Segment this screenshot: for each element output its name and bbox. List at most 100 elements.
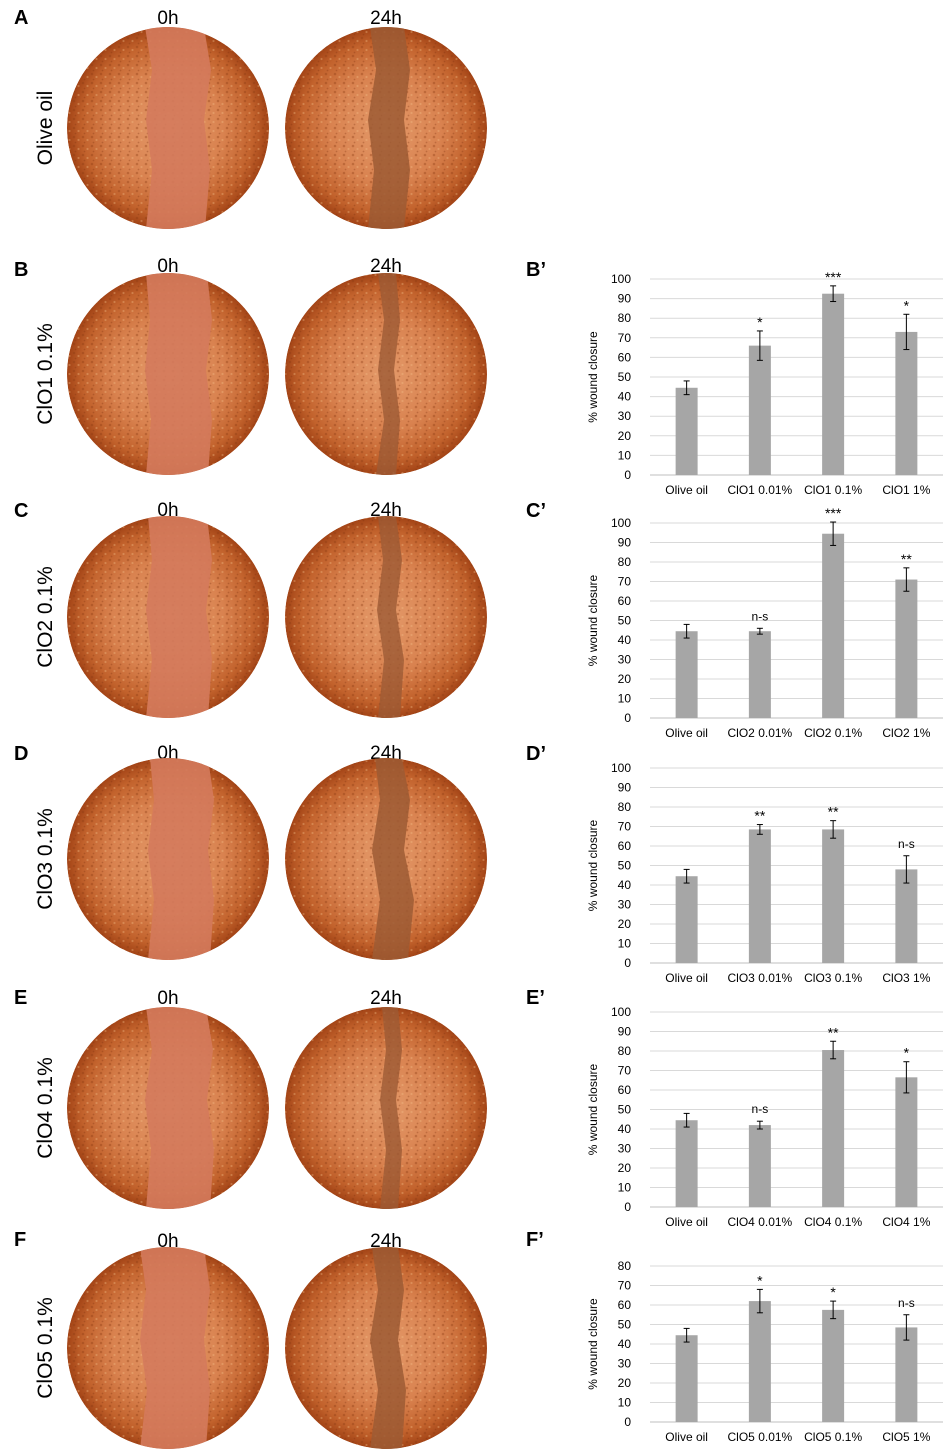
x-tick-label: ClO3 1% [882, 971, 930, 985]
bar [895, 1327, 918, 1422]
row-b: B 0h 24h ClO1 0.1% [14, 256, 487, 475]
bar-chart-f-prime: 0 10 20 30 40 50 60 70 80 % wound closure Olive oi… [586, 1259, 943, 1444]
micrograph-0h [67, 1247, 269, 1449]
significance-label: ** [828, 804, 839, 820]
y-tick-label: 90 [618, 292, 632, 306]
row-c: C 0h 24h ClO2 0.1% [14, 500, 487, 718]
x-tick-label: ClO3 0.01% [728, 971, 793, 985]
significance-label: ** [828, 1024, 839, 1040]
micrograph-24h [285, 758, 487, 960]
x-tick-label: ClO2 1% [882, 726, 930, 740]
y-tick-label: 0 [624, 1200, 631, 1214]
significance-label: * [904, 1045, 910, 1061]
y-tick-label: 100 [611, 272, 631, 286]
bar [675, 876, 698, 963]
time-label-24h: 24h [370, 1231, 402, 1252]
micrograph-24h [285, 273, 487, 475]
bar [895, 1077, 918, 1207]
y-tick-label: 80 [618, 555, 632, 569]
y-tick-label: 20 [618, 917, 632, 931]
y-tick-label: 50 [618, 859, 632, 873]
micrograph-24h [285, 27, 487, 229]
significance-label: n-s [752, 609, 769, 623]
bar [675, 1335, 698, 1422]
x-tick-label: ClO1 1% [882, 483, 930, 497]
bar [675, 631, 698, 718]
significance-label: * [830, 1284, 836, 1300]
y-tick-label: 40 [618, 1122, 632, 1136]
bar [748, 1301, 771, 1422]
bar [748, 631, 771, 718]
x-tick-label: ClO5 0.01% [728, 1430, 793, 1444]
y-tick-label: 20 [618, 1161, 632, 1175]
time-label-24h: 24h [370, 988, 402, 1009]
row-label: ClO1 0.1% [34, 323, 57, 425]
y-tick-label: 0 [624, 711, 631, 725]
y-tick-label: 0 [624, 1415, 631, 1429]
row-f: F 0h 24h ClO5 0.1% [14, 1229, 487, 1449]
micrograph-0h [67, 758, 269, 960]
significance-label: * [904, 297, 910, 313]
bar [822, 1309, 845, 1422]
bar [822, 533, 845, 718]
x-tick-label: ClO5 0.1% [804, 1430, 862, 1444]
micrograph-0h [67, 27, 269, 229]
x-tick-label: Olive oil [665, 1430, 708, 1444]
y-tick-label: 20 [618, 429, 632, 443]
panel-label-a: A [14, 7, 28, 29]
panel-label-c: C [14, 500, 28, 522]
time-label-0h: 0h [157, 1231, 178, 1252]
y-tick-label: 20 [618, 1376, 632, 1390]
y-tick-label: 50 [618, 370, 632, 384]
y-tick-label: 100 [611, 516, 631, 530]
y-tick-label: 60 [618, 594, 632, 608]
y-tick-label: 70 [618, 575, 632, 589]
y-tick-label: 40 [618, 633, 632, 647]
x-tick-label: ClO2 0.01% [728, 726, 793, 740]
y-tick-label: 80 [618, 1044, 632, 1058]
micrograph-24h [285, 1007, 487, 1209]
x-tick-label: ClO4 1% [882, 1215, 930, 1229]
bar [895, 331, 918, 475]
panel-label-e: E [14, 987, 27, 1009]
chart-panel-label: B’ [526, 259, 546, 281]
x-tick-label: ClO1 0.1% [804, 483, 862, 497]
y-tick-label: 50 [618, 1318, 632, 1332]
x-tick-label: ClO4 0.01% [728, 1215, 793, 1229]
y-axis-label: % wound closure [586, 1298, 600, 1390]
y-tick-label: 70 [618, 1279, 632, 1293]
bar-chart-b-prime: 0 10 20 30 40 50 60 70 80 90 100 % wound closure Oli… [586, 269, 943, 497]
y-tick-label: 60 [618, 839, 632, 853]
x-tick-label: Olive oil [665, 726, 708, 740]
y-tick-label: 0 [624, 956, 631, 970]
significance-label: *** [825, 505, 842, 521]
y-tick-label: 80 [618, 1259, 632, 1273]
y-tick-label: 10 [618, 448, 632, 462]
row-label: Olive oil [34, 91, 57, 166]
y-tick-label: 80 [618, 311, 632, 325]
x-tick-label: Olive oil [665, 1215, 708, 1229]
y-tick-label: 60 [618, 1298, 632, 1312]
y-axis-label: % wound closure [586, 574, 600, 666]
row-a: A 0h 24h Olive oil [14, 7, 487, 229]
bar [748, 1125, 771, 1207]
significance-label: *** [825, 269, 842, 285]
y-tick-label: 40 [618, 1337, 632, 1351]
row-label: ClO4 0.1% [34, 1057, 57, 1159]
time-label-0h: 0h [157, 500, 178, 521]
y-tick-label: 30 [618, 409, 632, 423]
significance-label: ** [754, 808, 765, 824]
significance-label: * [757, 1272, 763, 1288]
time-label-0h: 0h [157, 256, 178, 277]
chart-panel-label: D’ [526, 743, 546, 765]
y-axis-label: % wound closure [586, 331, 600, 423]
bar [748, 345, 771, 475]
bar [895, 579, 918, 718]
time-label-24h: 24h [370, 500, 402, 521]
bar [895, 869, 918, 963]
chart-panel-label: C’ [526, 500, 546, 522]
x-tick-label: Olive oil [665, 971, 708, 985]
significance-label: n-s [752, 1102, 769, 1116]
row-d: D 0h 24h ClO3 0.1% [14, 743, 487, 960]
bar [675, 1120, 698, 1207]
